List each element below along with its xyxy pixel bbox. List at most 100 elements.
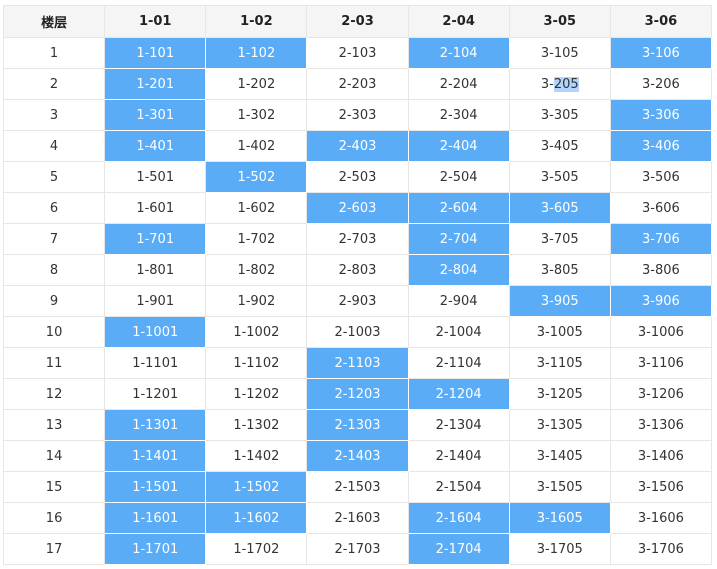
room-cell[interactable]: 1-1101 [104,347,207,379]
room-cell[interactable]: 1-1102 [205,347,308,379]
room-cell[interactable]: 3-1705 [508,533,611,565]
room-cell[interactable]: 2-503 [306,161,409,193]
room-cell[interactable]: 1-1002 [205,316,308,348]
room-cell-selected[interactable]: 3-406 [609,130,713,162]
room-cell[interactable]: 3-1505 [508,471,611,503]
room-cell-selected[interactable]: 2-804 [407,254,510,286]
room-cell[interactable]: 3-1606 [609,502,713,534]
room-cell[interactable]: 2-1104 [407,347,510,379]
room-cell-selected[interactable]: 2-603 [306,192,409,224]
room-cell[interactable]: 2-1504 [407,471,510,503]
room-cell-selected[interactable]: 1-101 [104,37,207,69]
room-cell[interactable]: 3-105 [508,37,611,69]
room-cell[interactable]: 3-206 [609,68,713,100]
room-cell[interactable]: 3-806 [609,254,713,286]
room-cell[interactable]: 1-402 [205,130,308,162]
room-cell[interactable]: 3-305 [508,99,611,131]
room-cell-selected[interactable]: 1-1502 [205,471,308,503]
room-cell-selected[interactable]: 2-403 [306,130,409,162]
room-cell[interactable]: 1-302 [205,99,308,131]
room-cell-selected[interactable]: 1-1501 [104,471,207,503]
room-cell[interactable]: 2-903 [306,285,409,317]
room-cell-selected[interactable]: 1-1301 [104,409,207,441]
room-cell-selected[interactable]: 1-1602 [205,502,308,534]
room-cell[interactable]: 3-1005 [508,316,611,348]
room-cell[interactable]: 2-904 [407,285,510,317]
room-cell-selected[interactable]: 1-1601 [104,502,207,534]
room-cell-selected[interactable]: 2-404 [407,130,510,162]
room-cell-selected[interactable]: 1-401 [104,130,207,162]
room-cell-selected[interactable]: 1-201 [104,68,207,100]
room-cell[interactable]: 1-1402 [205,440,308,472]
room-cell[interactable]: 2-1003 [306,316,409,348]
room-cell[interactable]: 3-1406 [609,440,713,472]
room-cell[interactable]: 3-805 [508,254,611,286]
room-cell[interactable]: 3-1405 [508,440,611,472]
room-cell[interactable]: 1-602 [205,192,308,224]
room-cell[interactable]: 2-1004 [407,316,510,348]
room-cell[interactable]: 3-1306 [609,409,713,441]
room-cell-selected[interactable]: 2-1203 [306,378,409,410]
room-cell-selected[interactable]: 1-301 [104,99,207,131]
room-cell[interactable]: 2-1404 [407,440,510,472]
room-cell[interactable]: 3-1205 [508,378,611,410]
room-cell-selected[interactable]: 3-306 [609,99,713,131]
room-cell[interactable]: 1-902 [205,285,308,317]
room-cell[interactable]: 3-505 [508,161,611,193]
room-cell-selected[interactable]: 1-102 [205,37,308,69]
room-cell[interactable]: 2-303 [306,99,409,131]
room-cell[interactable]: 2-1603 [306,502,409,534]
room-cell[interactable]: 3-1206 [609,378,713,410]
room-cell[interactable]: 2-204 [407,68,510,100]
room-cell[interactable]: 1-501 [104,161,207,193]
room-cell-selected[interactable]: 2-1303 [306,409,409,441]
room-cell-selected[interactable]: 2-604 [407,192,510,224]
room-cell-selected[interactable]: 3-905 [508,285,611,317]
room-cell[interactable]: 1-801 [104,254,207,286]
room-cell[interactable]: 3-705 [508,223,611,255]
room-cell-selected[interactable]: 1-1701 [104,533,207,565]
room-cell-selected[interactable]: 3-906 [609,285,713,317]
room-cell[interactable]: 1-702 [205,223,308,255]
room-cell[interactable]: 2-504 [407,161,510,193]
room-cell[interactable]: 1-802 [205,254,308,286]
room-cell[interactable]: 2-103 [306,37,409,69]
room-cell[interactable]: 2-203 [306,68,409,100]
room-cell[interactable]: 2-1503 [306,471,409,503]
room-cell-selected[interactable]: 2-1204 [407,378,510,410]
room-cell[interactable]: 2-803 [306,254,409,286]
room-cell[interactable]: 1-1302 [205,409,308,441]
room-cell-selected[interactable]: 1-1001 [104,316,207,348]
room-cell-selected[interactable]: 2-1403 [306,440,409,472]
room-cell-selected[interactable]: 3-605 [508,192,611,224]
room-cell[interactable]: 1-202 [205,68,308,100]
room-cell-selected[interactable]: 2-1704 [407,533,510,565]
room-cell[interactable]: 3-1706 [609,533,713,565]
room-cell[interactable]: 3-1006 [609,316,713,348]
room-cell[interactable]: 3-506 [609,161,713,193]
room-cell[interactable]: 2-304 [407,99,510,131]
room-cell-selected[interactable]: 2-104 [407,37,510,69]
room-cell-selected[interactable]: 1-1401 [104,440,207,472]
room-cell-selected[interactable]: 3-106 [609,37,713,69]
room-cell-selected[interactable]: 3-706 [609,223,713,255]
room-cell[interactable]: 3-606 [609,192,713,224]
room-cell[interactable]: 3-1105 [508,347,611,379]
room-cell[interactable]: 1-601 [104,192,207,224]
room-cell[interactable]: 3-205 [508,68,611,100]
room-cell[interactable]: 1-1202 [205,378,308,410]
room-cell[interactable]: 3-405 [508,130,611,162]
room-cell-selected[interactable]: 1-701 [104,223,207,255]
room-cell[interactable]: 3-1106 [609,347,713,379]
room-cell[interactable]: 3-1506 [609,471,713,503]
room-cell-selected[interactable]: 1-502 [205,161,308,193]
room-cell[interactable]: 1-1702 [205,533,308,565]
room-cell[interactable]: 1-1201 [104,378,207,410]
room-cell-selected[interactable]: 2-1604 [407,502,510,534]
room-cell-selected[interactable]: 2-1103 [306,347,409,379]
room-cell-selected[interactable]: 3-1605 [508,502,611,534]
room-cell[interactable]: 2-1304 [407,409,510,441]
room-cell[interactable]: 2-703 [306,223,409,255]
room-cell[interactable]: 2-1703 [306,533,409,565]
room-cell[interactable]: 3-1305 [508,409,611,441]
